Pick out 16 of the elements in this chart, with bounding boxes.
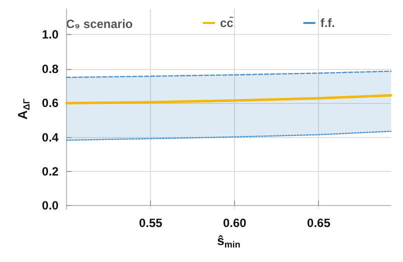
line-series [65,94,392,104]
y-axis-title: AΔΓ [15,98,32,120]
y-tick-label: 0.6 [42,96,59,110]
line-series [66,130,392,141]
x-tick-label: 0.65 [307,216,331,230]
y-tick-label: 1.0 [42,28,59,42]
legend-label: cc̄ [220,16,234,30]
y-tick-label: 0.8 [42,62,59,76]
y-tick-label: 0.2 [42,164,59,178]
y-tick-label: 0.4 [42,130,59,144]
line-series [66,70,392,78]
y-tick-label: 0.0 [42,198,59,213]
x-tick-label: 0.60 [222,216,247,230]
annotation: C₉ scenario [66,17,133,31]
x-tick-label: 0.55 [138,216,163,230]
legend-label: f.f. [320,16,336,30]
